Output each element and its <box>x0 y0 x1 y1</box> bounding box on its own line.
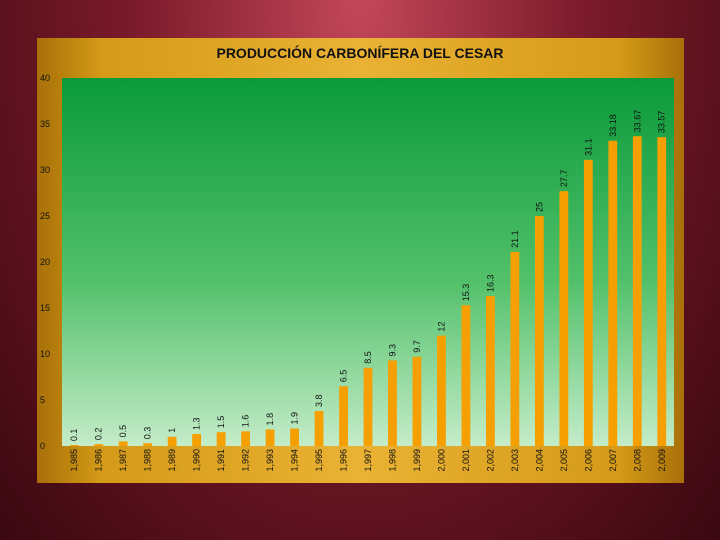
bar <box>657 137 667 446</box>
x-tick-label: 2,002 <box>485 449 495 472</box>
bar <box>534 216 544 446</box>
bar <box>339 386 348 446</box>
data-label: 6.5 <box>339 370 349 383</box>
y-axis: 0 5 10 15 20 25 30 35 40 <box>40 73 50 451</box>
data-labels: 0.1 0.2 0.5 0.3 1 1.3 1.5 1.6 1.8 1.9 3.8 6.5 8.5 9.3… <box>69 110 667 441</box>
data-label: 0.1 <box>69 429 79 442</box>
data-label: 1.5 <box>216 416 226 429</box>
x-tick-label: 1,990 <box>192 449 202 472</box>
data-label: 0.3 <box>143 427 153 440</box>
x-tick-label: 2,009 <box>657 449 667 472</box>
bar <box>559 191 569 446</box>
x-tick-label: 2,003 <box>510 449 520 472</box>
data-label: 1 <box>167 428 177 433</box>
bar <box>632 136 642 446</box>
data-label: 9.7 <box>412 340 422 353</box>
bar <box>265 429 275 446</box>
x-tick-label: 2,008 <box>632 449 642 472</box>
bar <box>216 432 226 446</box>
x-tick-label: 1,993 <box>265 449 275 472</box>
bar <box>583 159 593 446</box>
bar <box>94 444 104 446</box>
x-tick-label: 1,986 <box>94 449 104 472</box>
data-label: 8.5 <box>363 351 373 364</box>
y-tick-label: 30 <box>40 165 50 175</box>
x-tick-label: 1,998 <box>387 449 397 472</box>
data-label: 0.5 <box>118 425 128 438</box>
bar <box>412 356 422 446</box>
data-label: 33.18 <box>608 114 618 137</box>
x-tick-label: 1,989 <box>167 449 177 472</box>
chart: PRODUCCIÓN CARBONÍFERA DEL CESAR 0 5 10 15 2… <box>40 44 674 472</box>
x-tick-label: 1,992 <box>241 449 251 472</box>
x-tick-label: 2,001 <box>461 449 471 472</box>
chart-frame: PRODUCCIÓN CARBONÍFERA DEL CESAR 0 5 10 15 2… <box>37 38 684 483</box>
bar <box>192 434 202 446</box>
data-label: 25 <box>534 202 544 212</box>
bar <box>241 431 251 446</box>
bar <box>461 305 471 446</box>
y-tick-label: 10 <box>40 349 50 359</box>
x-tick-label: 1,996 <box>339 449 349 472</box>
x-tick-label: 2,007 <box>608 449 618 472</box>
y-tick-label: 40 <box>40 73 50 83</box>
data-label: 16.3 <box>485 275 495 293</box>
bar <box>118 441 128 446</box>
data-label: 0.2 <box>94 428 104 441</box>
x-tick-label: 2,000 <box>436 449 446 472</box>
bar <box>608 140 618 446</box>
x-axis: 1,985 1,986 1,987 1,988 1,989 1,990 1,991 1,992… <box>69 449 667 472</box>
x-tick-label: 1,985 <box>69 449 79 472</box>
bar <box>290 428 299 446</box>
x-tick-label: 1,994 <box>290 449 300 472</box>
x-tick-label: 1,991 <box>216 449 226 472</box>
y-tick-label: 15 <box>40 303 50 313</box>
y-tick-label: 20 <box>40 257 50 267</box>
x-tick-label: 1,988 <box>143 449 153 472</box>
y-tick-label: 35 <box>40 119 50 129</box>
bar <box>388 360 397 446</box>
data-label: 33.67 <box>632 110 642 133</box>
data-label: 1.8 <box>265 413 275 426</box>
bar <box>143 443 153 446</box>
data-label: 1.9 <box>290 412 300 425</box>
bar <box>437 335 446 446</box>
x-tick-label: 2,005 <box>559 449 569 472</box>
bar <box>485 296 495 446</box>
bar <box>69 445 79 446</box>
y-tick-label: 25 <box>40 211 50 221</box>
x-tick-label: 1,997 <box>363 449 373 472</box>
data-label: 15.3 <box>461 284 471 302</box>
bar <box>167 436 177 446</box>
bars <box>69 136 667 446</box>
data-label: 1.6 <box>241 415 251 428</box>
bar <box>314 411 324 446</box>
x-tick-label: 1,987 <box>118 449 128 472</box>
chart-title: PRODUCCIÓN CARBONÍFERA DEL CESAR <box>216 44 503 61</box>
bar <box>510 251 520 446</box>
data-label: 9.3 <box>387 344 397 357</box>
data-label: 21.1 <box>510 230 520 248</box>
x-tick-label: 1,999 <box>412 449 422 472</box>
y-tick-label: 0 <box>40 441 45 451</box>
data-label: 31.1 <box>583 138 593 156</box>
data-label: 3.8 <box>314 395 324 408</box>
data-label: 27.7 <box>559 170 569 188</box>
x-tick-label: 1,995 <box>314 449 324 472</box>
data-label: 12 <box>436 322 446 332</box>
data-label: 33.57 <box>657 111 667 134</box>
y-tick-label: 5 <box>40 395 45 405</box>
x-tick-label: 2,006 <box>583 449 593 472</box>
x-tick-label: 2,004 <box>534 449 544 472</box>
data-label: 1.3 <box>192 418 202 431</box>
bar <box>363 367 373 446</box>
